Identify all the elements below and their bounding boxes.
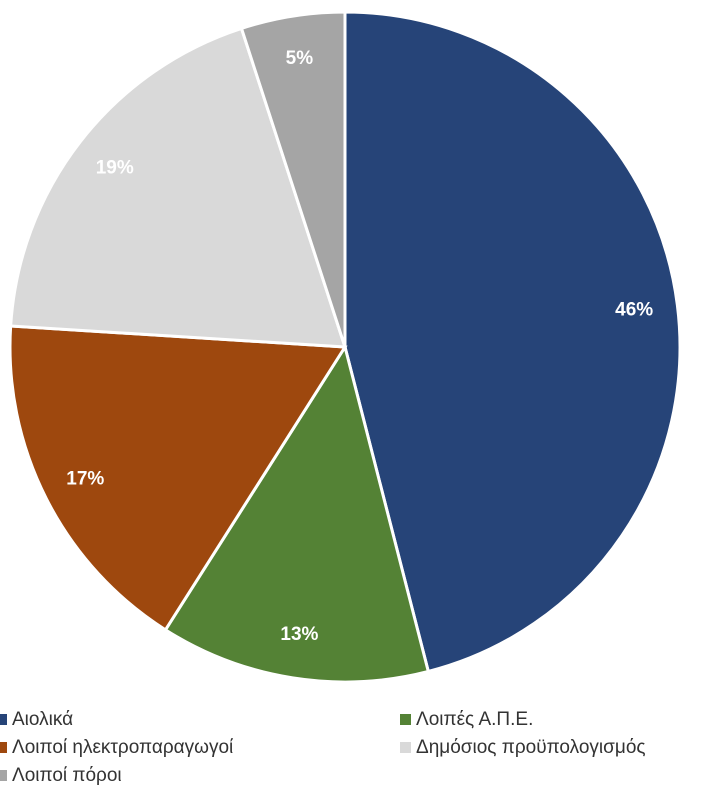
legend-swatch	[400, 714, 411, 725]
legend-swatch	[0, 714, 7, 725]
value-label: 5%	[286, 48, 314, 69]
legend-swatch	[0, 742, 7, 753]
legend-label: Λοιποί πόροι	[12, 765, 122, 786]
legend-label: Λοιποί ηλεκτροπαραγωγοί	[12, 737, 234, 758]
pie-slice	[9, 26, 348, 349]
pie-slice	[239, 10, 347, 348]
value-label: 17%	[66, 468, 104, 489]
value-label: 13%	[280, 624, 318, 645]
legend-label: Δημόσιος προϋπολογισμός	[416, 737, 646, 758]
value-label: 46%	[615, 299, 653, 320]
legend-label: Λοιπές Α.Π.Ε.	[416, 709, 533, 730]
pie-slice	[343, 10, 682, 674]
legend-label: Αιολικά	[12, 709, 73, 730]
pie-slice	[163, 343, 431, 684]
value-label: 19%	[96, 157, 134, 178]
pie-slice	[8, 324, 348, 632]
legend-swatch	[400, 742, 411, 753]
legend-swatch	[0, 770, 7, 781]
